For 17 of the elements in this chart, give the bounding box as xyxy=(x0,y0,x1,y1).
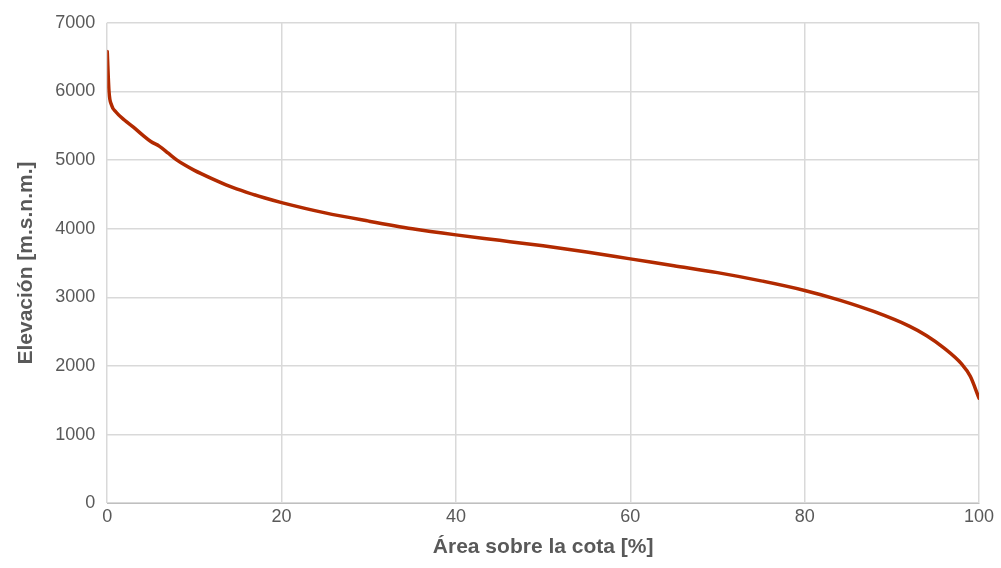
x-tick-label: 100 xyxy=(963,505,995,526)
x-tick-label: 60 xyxy=(620,505,641,526)
x-tick-label: 0 xyxy=(102,505,113,526)
x-tick-label: 80 xyxy=(794,505,815,526)
y-tick-label: 5000 xyxy=(55,149,96,170)
x-tick-label: 40 xyxy=(445,505,466,526)
y-tick-label: 2000 xyxy=(55,354,96,375)
y-tick-label: 4000 xyxy=(55,217,96,238)
y-axis-title: Elevación [m.s.n.m.] xyxy=(13,161,37,365)
y-tick-label: 1000 xyxy=(55,423,96,444)
x-tick-label: 20 xyxy=(271,505,292,526)
line-series xyxy=(107,49,979,400)
x-axis-title: Área sobre la cota [%] xyxy=(432,534,654,558)
y-tick-label: 0 xyxy=(85,492,96,513)
y-tick-label: 3000 xyxy=(55,286,96,307)
y-tick-label: 7000 xyxy=(55,11,96,32)
y-tick-label: 6000 xyxy=(55,80,96,101)
